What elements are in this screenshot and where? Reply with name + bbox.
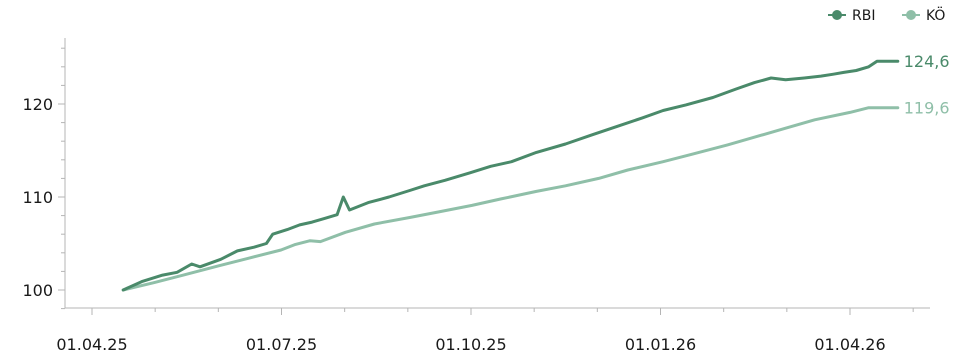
y-tick-label: 120	[22, 95, 53, 114]
series-line-rbi	[121, 59, 900, 292]
x-tick-label: 01.04.26	[814, 335, 885, 354]
y-tick-label: 110	[22, 188, 53, 207]
legend-marker	[832, 10, 842, 20]
x-tick-label: 01.07.25	[246, 335, 317, 354]
legend-label: KÖ	[926, 6, 945, 24]
series-end-label: 124,6	[904, 52, 950, 71]
y-tick-label: 100	[22, 281, 53, 300]
x-tick-label: 01.01.26	[625, 335, 696, 354]
legend-label: RBI	[852, 8, 875, 24]
series-layer	[121, 59, 900, 292]
x-tick-label: 01.10.25	[435, 335, 506, 354]
labels-layer: 119,6 124,6	[904, 52, 950, 118]
x-tick-label: 01.04.25	[56, 335, 127, 354]
axes: 100 110 120 01.04.25 01.07.25 01.10.25 01.01.2…	[22, 38, 930, 354]
series-end-label: 119,6	[904, 99, 950, 118]
legend: RBI KÖ	[828, 6, 945, 24]
series-line-koe	[121, 106, 900, 292]
legend-marker	[906, 10, 916, 20]
